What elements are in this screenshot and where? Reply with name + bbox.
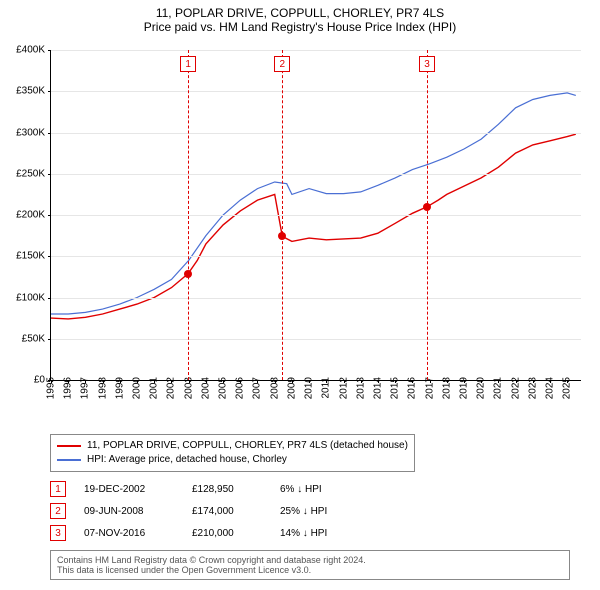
series-line	[51, 134, 576, 319]
transaction-price: £174,000	[192, 506, 262, 517]
transaction-badge: 1	[50, 481, 66, 497]
gridline	[51, 256, 581, 257]
transaction-pct: 25% ↓ HPI	[280, 506, 370, 517]
x-axis-label: 2024	[545, 377, 556, 399]
x-axis-label: 2019	[458, 377, 469, 399]
transaction-row: 1 19-DEC-2002 £128,950 6% ↓ HPI	[50, 478, 590, 500]
title-subtitle: Price paid vs. HM Land Registry's House …	[10, 20, 590, 34]
transaction-table: 1 19-DEC-2002 £128,950 6% ↓ HPI 2 09-JUN-2008…	[50, 478, 590, 544]
x-axis-label: 2014	[372, 377, 383, 399]
x-axis-label: 1998	[97, 377, 108, 399]
transaction-date: 09-JUN-2008	[84, 506, 174, 517]
marker-dot	[423, 203, 431, 211]
gridline	[51, 50, 581, 51]
legend-row: 11, POPLAR DRIVE, COPPULL, CHORLEY, PR7 …	[57, 439, 408, 453]
x-axis-label: 2021	[493, 377, 504, 399]
x-axis-label: 2008	[269, 377, 280, 399]
x-axis-label: 1997	[80, 377, 91, 399]
marker-badge: 2	[274, 56, 290, 72]
y-axis-label: £300K	[5, 127, 45, 138]
x-axis-label: 2018	[441, 377, 452, 399]
x-axis-label: 2007	[252, 377, 263, 399]
legend-row: HPI: Average price, detached house, Chor…	[57, 453, 408, 467]
legend-label: 11, POPLAR DRIVE, COPPULL, CHORLEY, PR7 …	[87, 439, 408, 453]
transaction-row: 2 09-JUN-2008 £174,000 25% ↓ HPI	[50, 500, 590, 522]
series-line	[51, 93, 576, 314]
x-axis-label: 2023	[527, 377, 538, 399]
x-axis-label: 2004	[200, 377, 211, 399]
y-axis-label: £100K	[5, 292, 45, 303]
y-axis-label: £400K	[5, 45, 45, 56]
x-axis-label: 2020	[476, 377, 487, 399]
footer-line2: This data is licensed under the Open Gov…	[57, 565, 563, 575]
x-axis-label: 2022	[510, 377, 521, 399]
gridline	[51, 339, 581, 340]
gridline	[51, 133, 581, 134]
transaction-price: £210,000	[192, 528, 262, 539]
x-axis-label: 2011	[321, 377, 332, 399]
marker-vline	[188, 50, 189, 380]
transaction-badge: 2	[50, 503, 66, 519]
chart-box: £0£50K£100K£150K£200K£250K£300K£350K£400…	[10, 40, 590, 430]
x-axis-label: 1999	[114, 377, 125, 399]
x-axis-label: 2010	[304, 377, 315, 399]
legend-label: HPI: Average price, detached house, Chor…	[87, 453, 287, 467]
x-axis-label: 2013	[355, 377, 366, 399]
marker-badge: 1	[180, 56, 196, 72]
x-axis-label: 2001	[149, 377, 160, 399]
x-axis-label: 2002	[166, 377, 177, 399]
x-axis-label: 2015	[390, 377, 401, 399]
footer-line1: Contains HM Land Registry data © Crown c…	[57, 555, 563, 565]
y-axis-label: £150K	[5, 251, 45, 262]
y-axis-label: £0	[5, 375, 45, 386]
gridline	[51, 174, 581, 175]
x-axis-label: 2025	[562, 377, 573, 399]
y-axis-label: £250K	[5, 168, 45, 179]
footer-licence: Contains HM Land Registry data © Crown c…	[50, 550, 570, 580]
x-axis-label: 2009	[286, 377, 297, 399]
transaction-price: £128,950	[192, 484, 262, 495]
x-axis-label: 2003	[183, 377, 194, 399]
plot-area: £0£50K£100K£150K£200K£250K£300K£350K£400…	[50, 50, 581, 381]
x-axis-label: 2017	[424, 377, 435, 399]
marker-vline	[427, 50, 428, 380]
gridline	[51, 91, 581, 92]
y-axis-label: £350K	[5, 86, 45, 97]
legend-swatch	[57, 445, 81, 447]
x-axis-label: 2005	[218, 377, 229, 399]
gridline	[51, 298, 581, 299]
transaction-badge: 3	[50, 525, 66, 541]
transaction-pct: 14% ↓ HPI	[280, 528, 370, 539]
marker-dot	[184, 270, 192, 278]
title-address: 11, POPLAR DRIVE, COPPULL, CHORLEY, PR7 …	[10, 6, 590, 20]
x-axis-label: 2006	[235, 377, 246, 399]
transaction-date: 19-DEC-2002	[84, 484, 174, 495]
gridline	[51, 215, 581, 216]
marker-vline	[282, 50, 283, 380]
legend: 11, POPLAR DRIVE, COPPULL, CHORLEY, PR7 …	[50, 434, 415, 472]
x-axis-label: 1995	[46, 377, 57, 399]
transaction-row: 3 07-NOV-2016 £210,000 14% ↓ HPI	[50, 522, 590, 544]
marker-badge: 3	[419, 56, 435, 72]
x-axis-label: 2012	[338, 377, 349, 399]
y-axis-label: £50K	[5, 333, 45, 344]
x-axis-label: 1996	[63, 377, 74, 399]
chart-container: 11, POPLAR DRIVE, COPPULL, CHORLEY, PR7 …	[0, 0, 600, 590]
y-axis-label: £200K	[5, 210, 45, 221]
transaction-date: 07-NOV-2016	[84, 528, 174, 539]
legend-swatch	[57, 459, 81, 461]
transaction-pct: 6% ↓ HPI	[280, 484, 370, 495]
marker-dot	[278, 232, 286, 240]
x-axis-label: 2000	[132, 377, 143, 399]
x-axis-label: 2016	[407, 377, 418, 399]
